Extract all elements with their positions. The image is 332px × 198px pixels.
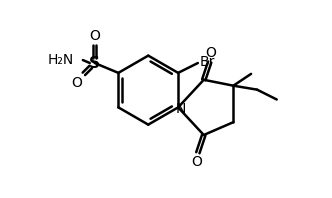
Text: Br: Br xyxy=(200,55,215,69)
Text: O: O xyxy=(192,155,202,169)
Text: N: N xyxy=(176,102,186,116)
Text: S: S xyxy=(89,55,100,70)
Text: O: O xyxy=(89,29,100,43)
Text: H₂N: H₂N xyxy=(48,53,74,67)
Text: O: O xyxy=(205,46,216,60)
Text: O: O xyxy=(71,76,82,90)
